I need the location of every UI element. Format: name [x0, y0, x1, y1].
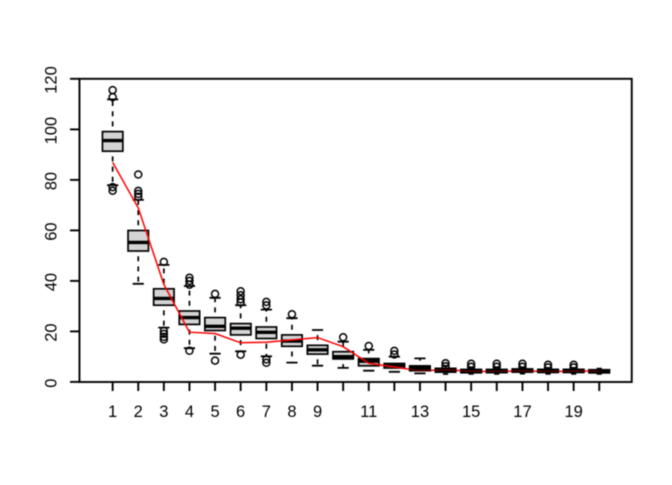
- svg-text:6: 6: [236, 403, 245, 421]
- svg-text:2: 2: [134, 403, 143, 421]
- svg-text:15: 15: [462, 403, 480, 421]
- svg-text:9: 9: [313, 403, 322, 421]
- svg-text:20: 20: [42, 323, 60, 341]
- svg-text:8: 8: [287, 403, 296, 421]
- svg-text:19: 19: [564, 403, 582, 421]
- svg-text:40: 40: [42, 273, 60, 291]
- svg-text:11: 11: [360, 403, 377, 421]
- svg-text:13: 13: [411, 403, 429, 421]
- svg-text:7: 7: [262, 403, 271, 421]
- svg-text:5: 5: [210, 403, 219, 421]
- svg-text:120: 120: [42, 66, 60, 94]
- svg-text:60: 60: [42, 222, 60, 240]
- svg-text:1: 1: [108, 403, 117, 421]
- svg-text:0: 0: [42, 379, 60, 388]
- svg-text:4: 4: [185, 403, 194, 421]
- svg-text:100: 100: [42, 117, 60, 145]
- svg-text:17: 17: [513, 403, 531, 421]
- svg-text:80: 80: [42, 172, 60, 190]
- svg-text:3: 3: [159, 403, 168, 421]
